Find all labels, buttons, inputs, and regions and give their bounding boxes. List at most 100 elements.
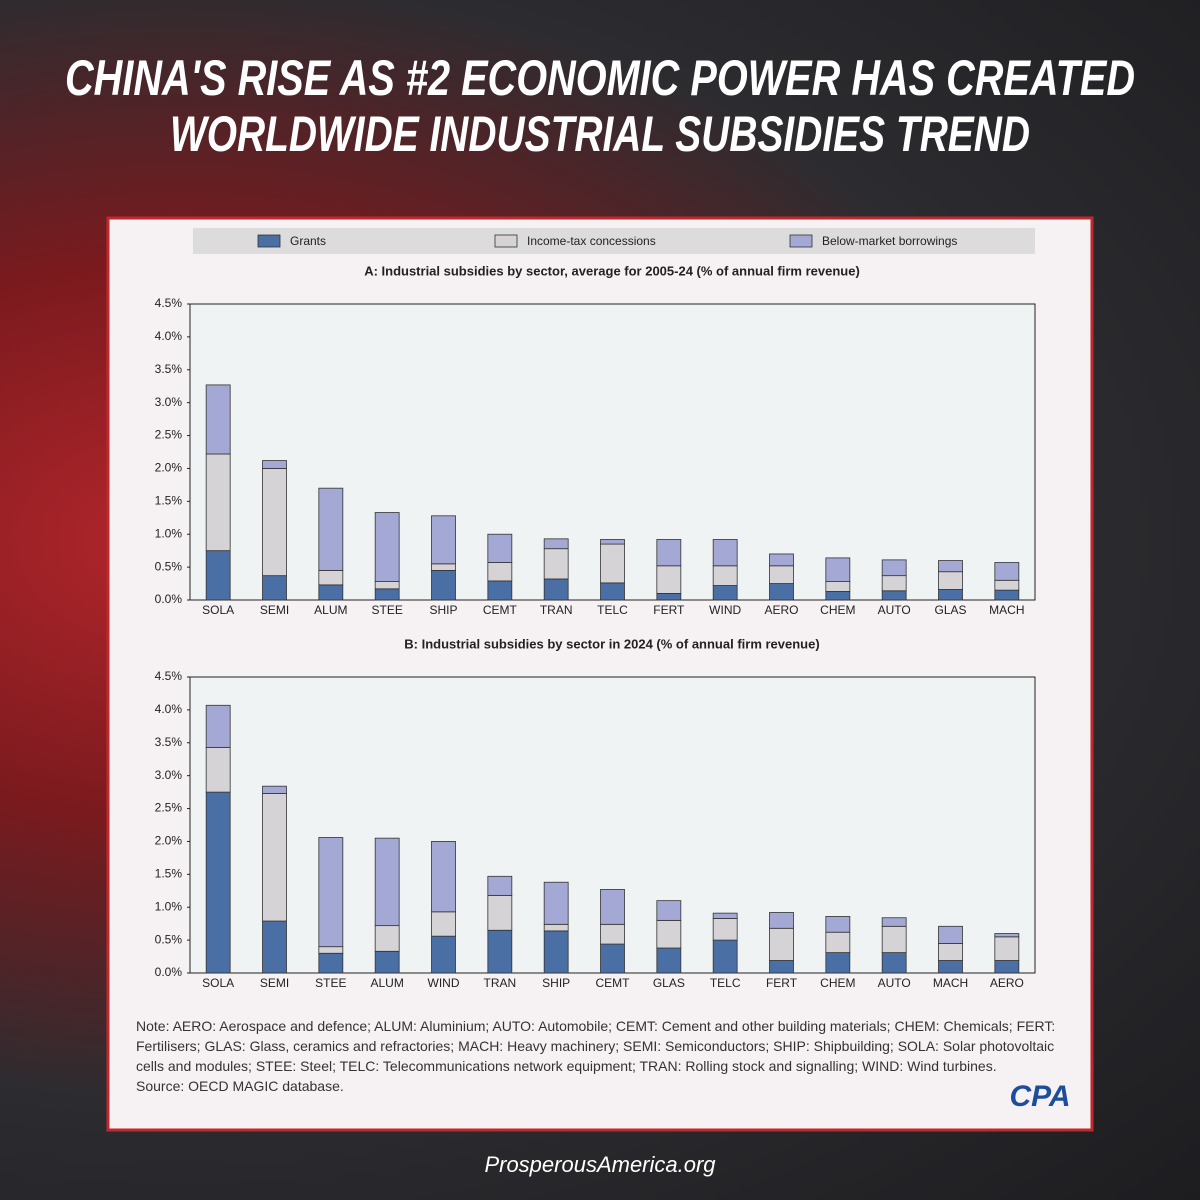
bar-segment xyxy=(431,570,456,601)
y-tick-label: 4.5% xyxy=(155,296,183,310)
bar-segment xyxy=(712,918,738,941)
bar-segment xyxy=(431,911,456,937)
x-tick-label: STEE xyxy=(315,976,346,990)
y-tick-label: 1.0% xyxy=(155,526,183,540)
legend-label: Below-market borrowings xyxy=(822,234,957,248)
bar-segment xyxy=(543,578,569,601)
bar-segment xyxy=(262,468,287,577)
y-tick-label: 3.0% xyxy=(155,395,183,409)
bar-segment xyxy=(487,875,513,896)
legend-swatch xyxy=(257,234,281,248)
logo: CPA xyxy=(1009,1080,1070,1113)
bar-segment xyxy=(938,589,963,601)
y-tick-label: 4.5% xyxy=(155,669,183,683)
x-tick-label: SHIP xyxy=(429,603,457,617)
bar-segment xyxy=(374,581,400,590)
x-tick-label: CEMT xyxy=(596,976,631,990)
x-tick-label: TELC xyxy=(597,603,628,617)
bar-segment xyxy=(656,900,682,921)
legend-swatch xyxy=(494,234,518,248)
y-tick-label: 0.0% xyxy=(155,592,183,606)
bar-segment xyxy=(994,589,1020,601)
bar-segment xyxy=(769,583,794,601)
bar-segment xyxy=(938,571,963,590)
bar-segment xyxy=(712,539,738,567)
bar-segment xyxy=(431,515,456,565)
note-block: Note: AERO: Aerospace and defence; ALUM:… xyxy=(136,1016,1071,1096)
bar-segment xyxy=(656,565,682,594)
bar-segment xyxy=(769,960,794,974)
x-tick-label: AERO xyxy=(990,976,1024,990)
bar-segment xyxy=(262,920,287,974)
y-tick-label: 1.0% xyxy=(155,899,183,913)
bar-segment xyxy=(881,952,907,974)
bar-segment xyxy=(205,550,231,601)
bar-segment xyxy=(262,460,287,469)
y-tick-label: 3.0% xyxy=(155,768,183,782)
bar-segment xyxy=(318,952,344,974)
bar-segment xyxy=(543,881,569,925)
chart-title: B: Industrial subsidies by sector in 202… xyxy=(404,636,819,651)
bar-segment xyxy=(487,580,513,601)
legend-swatch xyxy=(789,234,813,248)
bar-segment xyxy=(825,931,851,954)
y-tick-label: 2.0% xyxy=(155,834,183,848)
bar-segment xyxy=(938,960,963,974)
headline-line: CHINA'S RISE AS #2 ECONOMIC POWER HAS CR… xyxy=(65,50,1135,106)
bar-segment xyxy=(431,935,456,974)
note: Note: AERO: Aerospace and defence; ALUM:… xyxy=(136,1018,1056,1074)
x-tick-label: MACH xyxy=(989,603,1024,617)
bar-segment xyxy=(881,575,907,592)
bar-segment xyxy=(487,894,513,931)
x-tick-label: FERT xyxy=(766,976,798,990)
bar-segment xyxy=(825,591,851,601)
x-tick-label: WIND xyxy=(709,603,741,617)
bar-segment xyxy=(374,588,400,601)
bar-segment xyxy=(881,925,907,954)
legend-bar xyxy=(193,228,1035,254)
x-tick-label: AUTO xyxy=(878,603,911,617)
x-tick-label: SOLA xyxy=(202,603,234,617)
bar-segment xyxy=(881,590,907,601)
legend-label: Grants xyxy=(290,234,326,248)
x-tick-label: CEMT xyxy=(483,603,518,617)
y-tick-label: 0.0% xyxy=(155,965,183,979)
bar-segment xyxy=(543,538,569,550)
bar-segment xyxy=(938,925,963,944)
y-tick-label: 1.5% xyxy=(155,494,183,508)
bar-segment xyxy=(318,837,344,948)
y-tick-label: 2.0% xyxy=(155,461,183,475)
bar-segment xyxy=(600,582,625,601)
bar-segment xyxy=(600,543,625,584)
x-tick-label: SOLA xyxy=(202,976,234,990)
bar-segment xyxy=(262,575,287,601)
bar-segment xyxy=(825,557,851,582)
bar-segment xyxy=(769,565,794,584)
y-tick-label: 3.5% xyxy=(155,735,183,749)
bar-segment xyxy=(769,912,794,929)
website: ProsperousAmerica.org xyxy=(484,1152,716,1177)
bar-segment xyxy=(318,570,344,586)
bar-segment xyxy=(656,539,682,567)
x-tick-label: GLAS xyxy=(653,976,685,990)
bar-segment xyxy=(938,560,963,573)
bar-segment xyxy=(431,563,456,571)
x-tick-label: SEMI xyxy=(260,603,289,617)
bar-segment xyxy=(600,889,625,925)
x-tick-label: CHEM xyxy=(820,976,855,990)
x-tick-label: SHIP xyxy=(542,976,570,990)
x-tick-label: GLAS xyxy=(934,603,966,617)
bar-segment xyxy=(543,930,569,974)
bar-segment xyxy=(318,487,344,571)
legend-label: Income-tax concessions xyxy=(527,234,656,248)
bar-segment xyxy=(431,841,456,913)
x-tick-label: TRAN xyxy=(540,603,573,617)
bar-segment xyxy=(600,539,625,545)
bar-segment xyxy=(318,584,344,601)
bar-segment xyxy=(600,923,625,945)
bar-segment xyxy=(712,912,738,919)
bar-segment xyxy=(205,704,231,748)
bar-segment xyxy=(374,512,400,582)
